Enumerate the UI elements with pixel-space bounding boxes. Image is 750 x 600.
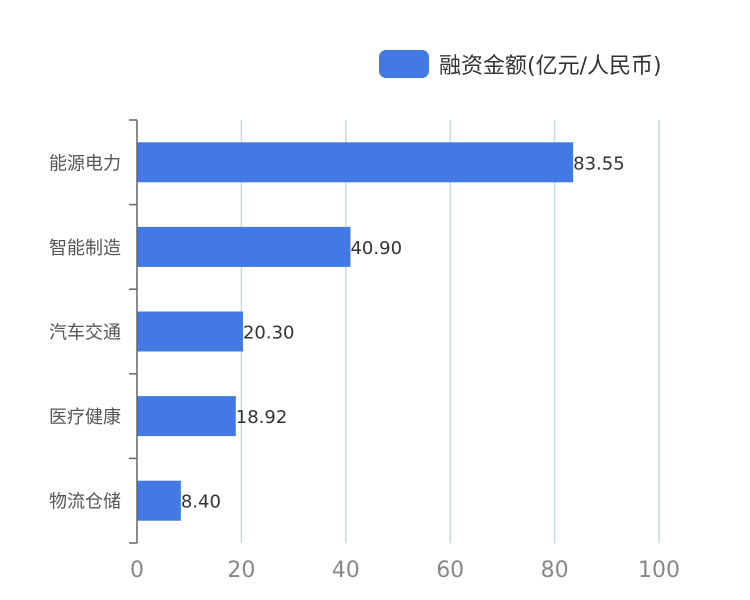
legend[interactable]: 融资金额(亿元/人民币) [379, 48, 662, 80]
legend-swatch [379, 50, 429, 78]
x-tick-label: 80 [541, 558, 569, 583]
legend-label: 融资金额(亿元/人民币) [439, 54, 662, 79]
data-label: 83.55 [573, 153, 625, 174]
category-label: 智能制造 [49, 238, 121, 259]
grid-lines [240, 120, 660, 543]
axes [129, 119, 138, 544]
category-label: 汽车交通 [49, 323, 121, 344]
data-label: 18.92 [236, 407, 288, 428]
bar[interactable] [137, 311, 243, 352]
x-tick-label: 60 [436, 558, 464, 583]
data-label: 8.40 [181, 492, 221, 513]
category-label: 医疗健康 [49, 407, 121, 428]
data-label: 40.90 [350, 238, 402, 259]
bar[interactable] [137, 480, 181, 521]
data-label: 20.30 [243, 323, 295, 344]
bar[interactable] [137, 142, 574, 183]
category-label: 能源电力 [49, 153, 121, 174]
x-tick-label: 40 [332, 558, 360, 583]
labels: 0 20 40 60 80 100 能源电力 83.55 智能制造 40.90 汽车交通 20.30 医… [49, 153, 680, 583]
bar[interactable] [137, 226, 351, 267]
category-label: 物流仓储 [49, 492, 121, 513]
x-tick-label: 20 [227, 558, 255, 583]
bars [137, 142, 574, 521]
x-tick-label: 0 [130, 558, 144, 583]
bar[interactable] [137, 396, 236, 437]
x-tick-label: 100 [638, 558, 680, 583]
